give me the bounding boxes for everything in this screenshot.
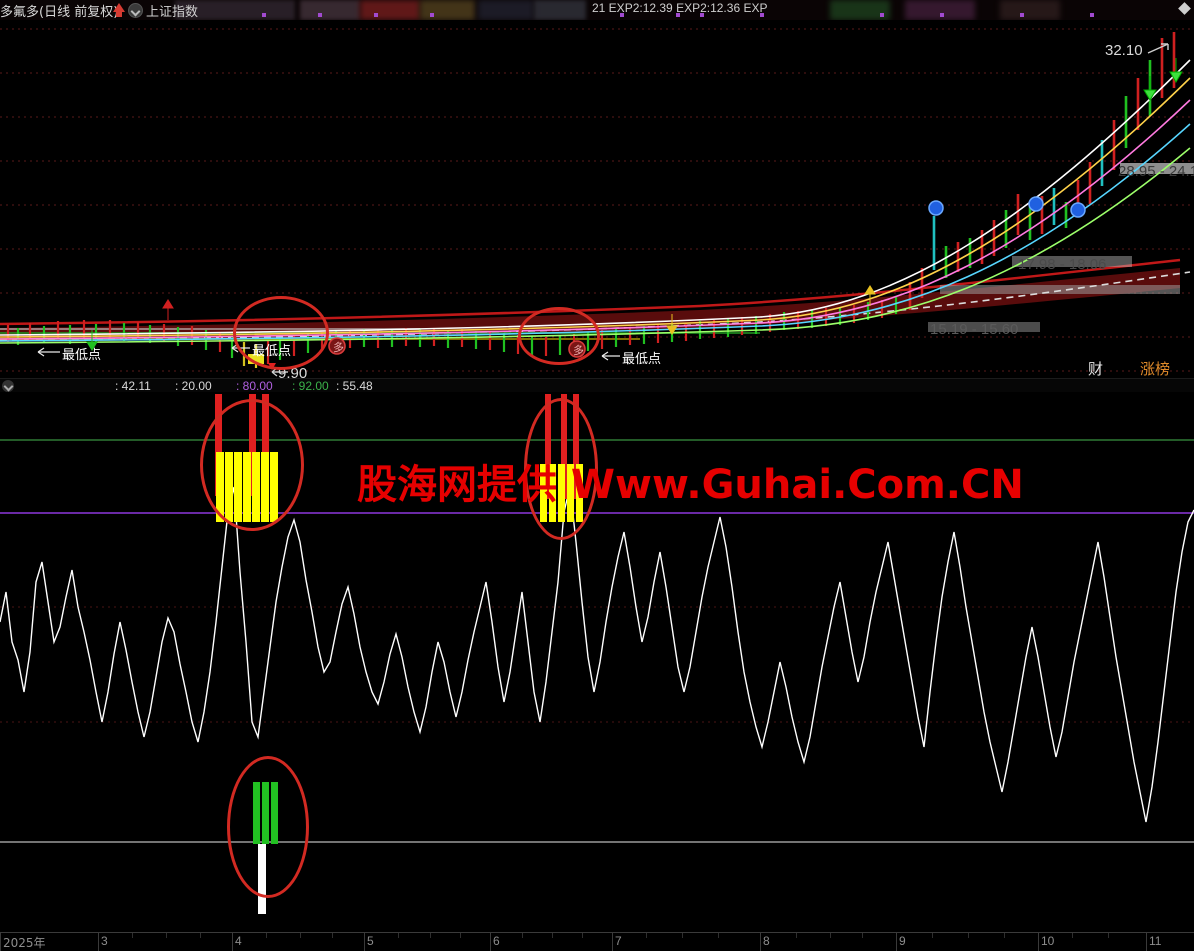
highlight-ellipse-ind-bottom [227, 756, 309, 898]
title-bar: 多氟多(日线 前复权) 上证指数 21 EXP2:12.39 EXP2:12.3… [0, 0, 1194, 20]
axis-tick-9: 11 [1149, 934, 1162, 948]
highlight-ellipse-ind-left [200, 399, 304, 531]
corner-label-cai[interactable]: 财 [1088, 360, 1104, 378]
param-5: : 55.48 [336, 379, 373, 393]
price-marker-band-3 [928, 322, 1040, 332]
range-label-top: 32.10 [1105, 42, 1143, 59]
axis-tick-1: 3 [101, 934, 108, 948]
axis-tick-0: 2025年 [3, 936, 46, 950]
diamond-icon[interactable] [1178, 2, 1191, 15]
label-pointers [271, 43, 1169, 377]
lowest-point-left: 最低点 [62, 348, 102, 363]
range-label-2: 28.95 - 24.13 [1118, 163, 1194, 180]
chevron-down-icon[interactable] [128, 3, 143, 18]
corner-label-zhang[interactable]: 涨榜 [1140, 360, 1171, 378]
highlight-ellipse-ind-mid [524, 398, 598, 540]
axis-tick-6: 8 [763, 934, 770, 948]
chevron-down-icon[interactable] [2, 380, 14, 392]
secondary-title: 上证指数 [146, 5, 199, 20]
window-title: 多氟多(日线 前复权) [0, 5, 119, 20]
price-marker-band-4 [940, 285, 1180, 294]
highlight-ellipse-price-left [233, 296, 329, 370]
svg-text:多: 多 [333, 340, 344, 354]
price-marker-band-1 [1120, 163, 1194, 174]
axis-tick-4: 6 [493, 934, 500, 948]
range-label-3: 17.98 - 18.06 [1018, 256, 1107, 273]
channel-dashed [0, 271, 1191, 341]
axis-tick-7: 9 [899, 934, 906, 948]
watermark: 股海网提供 Www.Guhai.Com.CN [357, 462, 1024, 508]
ind-gridlines [0, 606, 1194, 723]
price-marker-band-2 [1012, 256, 1132, 267]
axis-tick-2: 4 [235, 934, 242, 948]
indicator-header-bar: : 42.11 : 20.00 : 80.00 : 92.00 : 55.48 [0, 378, 1194, 394]
status-text: 21 EXP2:12.39 EXP2:12.36 EXP [592, 1, 768, 15]
axis-tick-8: 10 [1041, 934, 1055, 948]
lowest-point-right: 最低点 [622, 352, 662, 367]
oscillator-line [0, 486, 1194, 823]
param-1: : 42.11 [115, 379, 151, 393]
arrow-up-icon [113, 3, 125, 17]
highlight-ellipse-price-mid [518, 307, 600, 365]
axis-tick-3: 5 [367, 934, 374, 948]
param-2: : 20.00 [175, 379, 212, 393]
param-3: : 80.00 [236, 379, 273, 393]
ma-band-upper [0, 258, 1181, 326]
param-4: : 92.00 [292, 379, 329, 393]
date-axis: 2025年 3 4 5 6 7 8 9 10 11 [0, 932, 1194, 951]
axis-tick-5: 7 [615, 934, 622, 948]
range-label-4: 15.19 - 15.60 [930, 321, 1019, 338]
